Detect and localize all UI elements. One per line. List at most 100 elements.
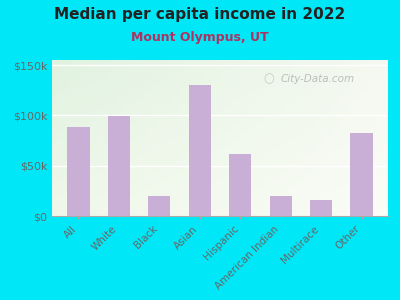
- Bar: [147, 206, 153, 208]
- Bar: [248, 200, 254, 203]
- Bar: [80, 120, 86, 122]
- Bar: [175, 73, 181, 76]
- Bar: [192, 167, 198, 169]
- Bar: [248, 167, 254, 169]
- Bar: [321, 182, 326, 185]
- Bar: [270, 182, 276, 185]
- Bar: [338, 70, 343, 73]
- Bar: [198, 128, 203, 130]
- Bar: [80, 63, 86, 65]
- Bar: [304, 164, 310, 167]
- Bar: [102, 148, 108, 151]
- Bar: [125, 143, 130, 146]
- Bar: [142, 200, 147, 203]
- Bar: [231, 180, 237, 182]
- Bar: [265, 125, 270, 128]
- Bar: [181, 164, 186, 167]
- Bar: [377, 156, 382, 159]
- Bar: [226, 182, 231, 185]
- Bar: [332, 198, 338, 200]
- Bar: [332, 211, 338, 213]
- Bar: [158, 128, 164, 130]
- Bar: [276, 190, 282, 193]
- Bar: [242, 180, 248, 182]
- Bar: [125, 130, 130, 133]
- Bar: [119, 180, 125, 182]
- Bar: [343, 135, 349, 138]
- Bar: [214, 63, 220, 65]
- Bar: [91, 133, 97, 135]
- Bar: [181, 146, 186, 148]
- Bar: [231, 138, 237, 141]
- Bar: [158, 159, 164, 161]
- Bar: [282, 133, 287, 135]
- Bar: [192, 122, 198, 125]
- Bar: [265, 115, 270, 117]
- Bar: [142, 172, 147, 174]
- Bar: [91, 110, 97, 112]
- Bar: [354, 60, 360, 63]
- Bar: [220, 172, 226, 174]
- Bar: [158, 133, 164, 135]
- Bar: [287, 200, 293, 203]
- Bar: [125, 177, 130, 180]
- Bar: [293, 195, 298, 198]
- Bar: [209, 177, 214, 180]
- Bar: [343, 110, 349, 112]
- Bar: [315, 188, 321, 190]
- Bar: [220, 107, 226, 110]
- Bar: [338, 154, 343, 156]
- Bar: [63, 122, 69, 125]
- Bar: [52, 122, 58, 125]
- Bar: [198, 133, 203, 135]
- Bar: [338, 141, 343, 143]
- Bar: [293, 211, 298, 213]
- Bar: [315, 115, 321, 117]
- Bar: [175, 141, 181, 143]
- Bar: [136, 182, 142, 185]
- Bar: [326, 213, 332, 216]
- Bar: [119, 143, 125, 146]
- Bar: [332, 107, 338, 110]
- Bar: [231, 185, 237, 188]
- Bar: [58, 200, 63, 203]
- Bar: [310, 102, 315, 104]
- Bar: [332, 159, 338, 161]
- Bar: [354, 185, 360, 188]
- Bar: [360, 195, 366, 198]
- Bar: [214, 208, 220, 211]
- Bar: [192, 161, 198, 164]
- Bar: [74, 73, 80, 76]
- Bar: [231, 78, 237, 81]
- Bar: [175, 128, 181, 130]
- Bar: [198, 76, 203, 78]
- Bar: [332, 193, 338, 195]
- Bar: [248, 83, 254, 86]
- Bar: [158, 151, 164, 154]
- Bar: [287, 60, 293, 63]
- Bar: [158, 73, 164, 76]
- Bar: [377, 96, 382, 99]
- Bar: [360, 211, 366, 213]
- Bar: [321, 81, 326, 83]
- Bar: [86, 169, 91, 172]
- Bar: [52, 148, 58, 151]
- Bar: [181, 122, 186, 125]
- Bar: [102, 161, 108, 164]
- Bar: [366, 193, 371, 195]
- Bar: [125, 117, 130, 120]
- Bar: [382, 60, 388, 63]
- Bar: [91, 73, 97, 76]
- Bar: [136, 86, 142, 88]
- Bar: [142, 135, 147, 138]
- Bar: [147, 76, 153, 78]
- Bar: [147, 161, 153, 164]
- Bar: [142, 70, 147, 73]
- Bar: [310, 203, 315, 206]
- Bar: [326, 169, 332, 172]
- Bar: [349, 70, 354, 73]
- Bar: [226, 190, 231, 193]
- Bar: [270, 203, 276, 206]
- Bar: [181, 206, 186, 208]
- Bar: [63, 115, 69, 117]
